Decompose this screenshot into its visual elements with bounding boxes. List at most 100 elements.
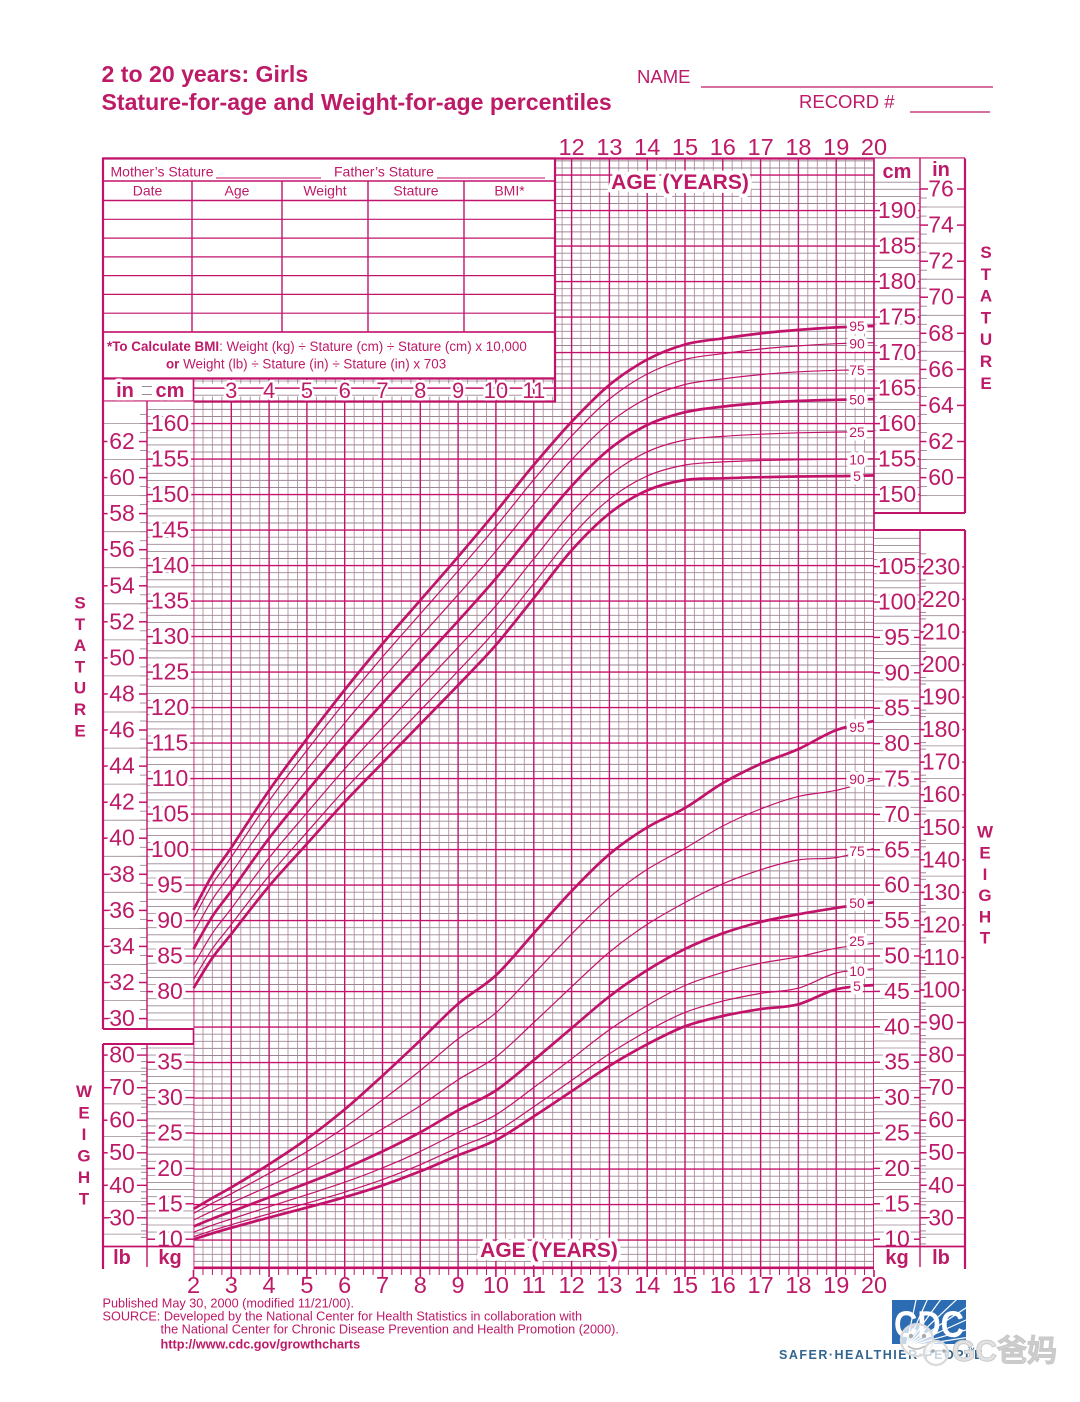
svg-text:NAME: NAME: [637, 66, 690, 87]
svg-text:115: 115: [152, 730, 189, 756]
svg-text:Father’s Stature: Father’s Stature: [334, 164, 434, 180]
svg-text:110: 110: [152, 765, 189, 791]
svg-text:155: 155: [151, 446, 189, 472]
svg-text:I: I: [983, 865, 988, 884]
svg-text:Stature-for-age and Weight-for: Stature-for-age and Weight-for-age perce…: [102, 89, 612, 115]
svg-text:30: 30: [884, 1084, 910, 1110]
svg-text:5: 5: [853, 978, 861, 994]
svg-text:130: 130: [151, 623, 189, 649]
svg-text:*To Calculate BMI: Weight (kg): *To Calculate BMI: Weight (kg) ÷ Stature…: [107, 339, 527, 354]
svg-text:15: 15: [672, 1272, 698, 1298]
svg-text:160: 160: [922, 781, 960, 807]
svg-text:AGE (YEARS): AGE (YEARS): [480, 1239, 618, 1262]
svg-text:60: 60: [109, 464, 135, 490]
svg-text:20: 20: [861, 1272, 887, 1298]
svg-text:16: 16: [710, 134, 736, 160]
svg-text:165: 165: [878, 375, 916, 401]
svg-text:A: A: [74, 636, 86, 655]
svg-text:80: 80: [157, 978, 183, 1004]
svg-text:160: 160: [878, 410, 916, 436]
svg-text:60: 60: [109, 1107, 135, 1133]
svg-text:E: E: [979, 844, 990, 863]
svg-text:12: 12: [559, 1272, 585, 1298]
svg-text:I: I: [82, 1125, 87, 1144]
svg-text:10: 10: [483, 1272, 509, 1298]
svg-text:A: A: [980, 287, 992, 306]
svg-text:62: 62: [109, 428, 135, 454]
svg-text:U: U: [980, 330, 992, 349]
svg-text:54: 54: [109, 572, 135, 598]
svg-text:SOURCE: Developed by the Natio: SOURCE: Developed by the National Center…: [103, 1310, 583, 1324]
svg-text:32: 32: [109, 969, 135, 995]
svg-text:7: 7: [376, 1272, 389, 1298]
svg-text:46: 46: [109, 717, 135, 743]
svg-text:40: 40: [109, 1172, 135, 1198]
svg-text:50: 50: [849, 895, 865, 911]
svg-text:6: 6: [338, 1272, 351, 1298]
svg-text:G: G: [77, 1147, 90, 1166]
svg-text:T: T: [981, 265, 992, 284]
svg-text:R: R: [980, 352, 992, 371]
svg-text:18: 18: [785, 1272, 811, 1298]
svg-text:100: 100: [922, 977, 960, 1003]
svg-text:25: 25: [849, 424, 865, 440]
svg-text:42: 42: [109, 789, 135, 815]
svg-text:70: 70: [884, 801, 910, 827]
svg-text:120: 120: [922, 911, 960, 937]
svg-text:52: 52: [109, 608, 135, 634]
svg-text:2 to 20 years: Girls: 2 to 20 years: Girls: [102, 61, 309, 87]
svg-text:25: 25: [884, 1120, 910, 1146]
svg-text:cm: cm: [156, 380, 185, 402]
svg-text:lb: lb: [932, 1247, 950, 1269]
svg-text:11: 11: [522, 1272, 546, 1298]
svg-text:3: 3: [225, 378, 237, 403]
svg-text:13: 13: [596, 1272, 622, 1298]
svg-text:75: 75: [849, 362, 865, 378]
svg-text:RECORD #: RECORD #: [799, 91, 895, 112]
svg-text:15: 15: [884, 1190, 910, 1216]
svg-text:34: 34: [109, 933, 135, 959]
svg-text:E: E: [980, 374, 991, 393]
svg-text:http://www.cdc.gov/growthchart: http://www.cdc.gov/growthcharts: [161, 1338, 361, 1352]
svg-text:13: 13: [596, 134, 622, 160]
svg-text:60: 60: [884, 872, 910, 898]
svg-text:Weight: Weight: [303, 183, 346, 199]
svg-text:10: 10: [484, 378, 508, 403]
svg-text:58: 58: [109, 500, 135, 526]
svg-text:30: 30: [109, 1005, 135, 1031]
svg-text:5: 5: [300, 1272, 313, 1298]
svg-text:160: 160: [151, 410, 189, 436]
svg-text:70: 70: [928, 284, 954, 310]
svg-text:75: 75: [884, 766, 910, 792]
svg-text:95: 95: [884, 624, 910, 650]
svg-text:25: 25: [849, 933, 865, 949]
svg-text:AGE (YEARS): AGE (YEARS): [611, 171, 749, 194]
svg-text:W: W: [977, 823, 994, 842]
svg-text:W: W: [76, 1082, 93, 1101]
svg-text:55: 55: [884, 907, 910, 933]
svg-text:20: 20: [157, 1155, 183, 1181]
svg-text:95: 95: [849, 318, 865, 334]
svg-text:185: 185: [878, 233, 916, 259]
svg-text:the National Center for Chroni: the National Center for Chronic Disease …: [161, 1323, 619, 1337]
svg-text:35: 35: [157, 1049, 183, 1075]
svg-text:220: 220: [922, 586, 960, 612]
svg-text:G: G: [978, 886, 991, 905]
svg-text:100: 100: [878, 589, 916, 615]
svg-text:135: 135: [151, 588, 189, 614]
svg-text:T: T: [75, 615, 86, 634]
svg-text:105: 105: [151, 801, 189, 827]
svg-text:T: T: [980, 929, 991, 948]
svg-text:E: E: [78, 1104, 89, 1123]
svg-text:in: in: [116, 380, 134, 402]
svg-text:H: H: [78, 1168, 90, 1187]
svg-text:190: 190: [922, 684, 960, 710]
svg-text:145: 145: [151, 517, 189, 543]
svg-text:40: 40: [884, 1013, 910, 1039]
svg-text:9: 9: [452, 378, 464, 403]
svg-text:™: ™: [967, 1346, 975, 1355]
svg-text:60: 60: [928, 1107, 954, 1133]
svg-text:64: 64: [928, 392, 954, 418]
svg-text:155: 155: [878, 446, 916, 472]
svg-text:19: 19: [823, 134, 849, 160]
